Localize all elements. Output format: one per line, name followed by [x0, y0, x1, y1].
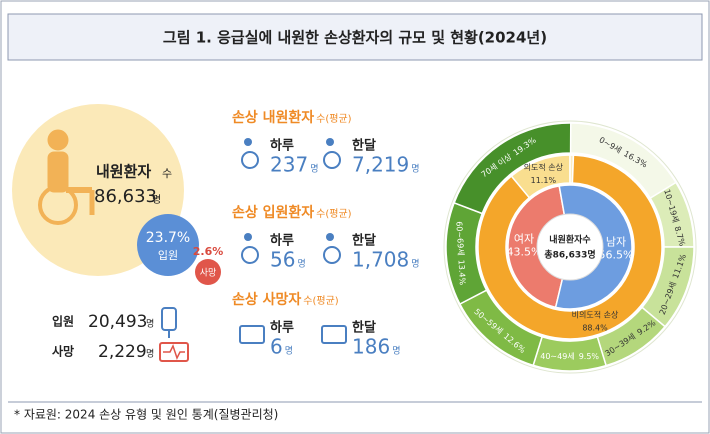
age-segment — [453, 122, 572, 215]
period-unit: 명 — [411, 259, 419, 270]
intent-category: 비의도적 손상 — [572, 309, 619, 319]
total-value: 2,229 — [98, 342, 147, 362]
period-value: 186 — [352, 335, 390, 359]
wheel-icon — [323, 151, 341, 169]
intent-value: 88.4% — [582, 323, 608, 332]
person-icon — [244, 233, 252, 241]
person-icon — [326, 233, 334, 241]
sex-category: 여자 — [514, 233, 534, 246]
visits-label: 내원환자 — [96, 163, 151, 181]
total-label: 사망 — [52, 344, 74, 359]
total-value: 20,493 — [88, 312, 147, 332]
admission-bubble — [137, 214, 199, 276]
visits-suffix: 수 — [162, 167, 172, 180]
age-label: 40~49세 9.5% — [540, 351, 599, 360]
period-unit: 명 — [411, 164, 419, 175]
average-title: 손상 사망자 — [232, 291, 301, 308]
person-icon — [244, 138, 252, 146]
intent-segment — [477, 154, 663, 340]
period-value: 1,708 — [352, 248, 409, 272]
average-suffix: 수(평균) — [316, 208, 352, 220]
wheel-icon — [241, 246, 259, 264]
center-value: 총86,633명 — [544, 249, 595, 261]
visits-unit: 명 — [152, 194, 161, 206]
sex-value: 56.5% — [599, 248, 634, 261]
period-label: 한달 — [352, 233, 376, 249]
monitor-icon — [239, 325, 265, 344]
person-icon — [326, 138, 334, 146]
death-bubble — [195, 259, 221, 285]
donut: 0~9세16.3%10~19세8.7%20~29세11.1%30~39세9.2%… — [443, 120, 697, 374]
admission-label: 입원 — [158, 249, 178, 262]
sex-value: 43.5% — [507, 246, 542, 259]
period-value: 6 — [270, 335, 283, 359]
age-label: 60~69세 13.4% — [455, 221, 468, 286]
period-unit: 명 — [310, 164, 318, 175]
donut-center — [536, 213, 604, 281]
iv-icon — [161, 307, 177, 338]
age-value: 9.5% — [579, 352, 600, 361]
total-label: 입원 — [52, 315, 74, 329]
death-label: 사망 — [200, 268, 217, 279]
visits-value: 86,633 — [94, 186, 157, 207]
wheelchair-icon — [38, 129, 95, 225]
period-value: 237 — [270, 153, 308, 177]
average-title: 손상 입원환자 — [232, 204, 314, 221]
period-label: 하루 — [270, 138, 294, 154]
period-value: 7,219 — [352, 153, 409, 177]
center-label: 내원환자수 — [549, 234, 590, 246]
wheel-icon — [241, 151, 259, 169]
period-label: 하루 — [270, 233, 294, 249]
monitor-icon — [321, 325, 347, 344]
period-value: 56 — [270, 248, 295, 272]
period-label: 한달 — [352, 320, 376, 336]
average-suffix: 수(평균) — [316, 113, 352, 125]
wheel-icon — [323, 246, 341, 264]
source: * 자료원: 2024 손상 유형 및 원인 통계(질병관리청) — [14, 408, 278, 422]
monitor-icon — [159, 342, 189, 362]
average-suffix: 수(평균) — [303, 295, 339, 307]
period-unit: 명 — [285, 346, 293, 357]
period-unit: 명 — [392, 346, 400, 357]
age-category: 60~69세 — [455, 221, 466, 256]
age-value: 13.4% — [457, 259, 467, 285]
period-label: 한달 — [352, 138, 376, 154]
intent-category: 의도적 손상 — [524, 162, 564, 172]
title-bar — [7, 13, 703, 61]
death-pct: 2.6% — [193, 245, 224, 258]
average-title: 손상 내원환자 — [232, 109, 314, 126]
age-category: 40~49세 — [540, 351, 574, 360]
intent-value: 11.1% — [531, 176, 557, 185]
total-unit: 명 — [146, 349, 154, 360]
total-unit: 명 — [146, 319, 154, 330]
period-unit: 명 — [297, 259, 305, 270]
title: 그림 1. 응급실에 내원한 손상환자의 규모 및 현황(2024년) — [163, 29, 547, 47]
sex-category: 남자 — [606, 235, 626, 248]
period-label: 하루 — [270, 320, 294, 336]
admission-pct: 23.7% — [146, 230, 190, 246]
